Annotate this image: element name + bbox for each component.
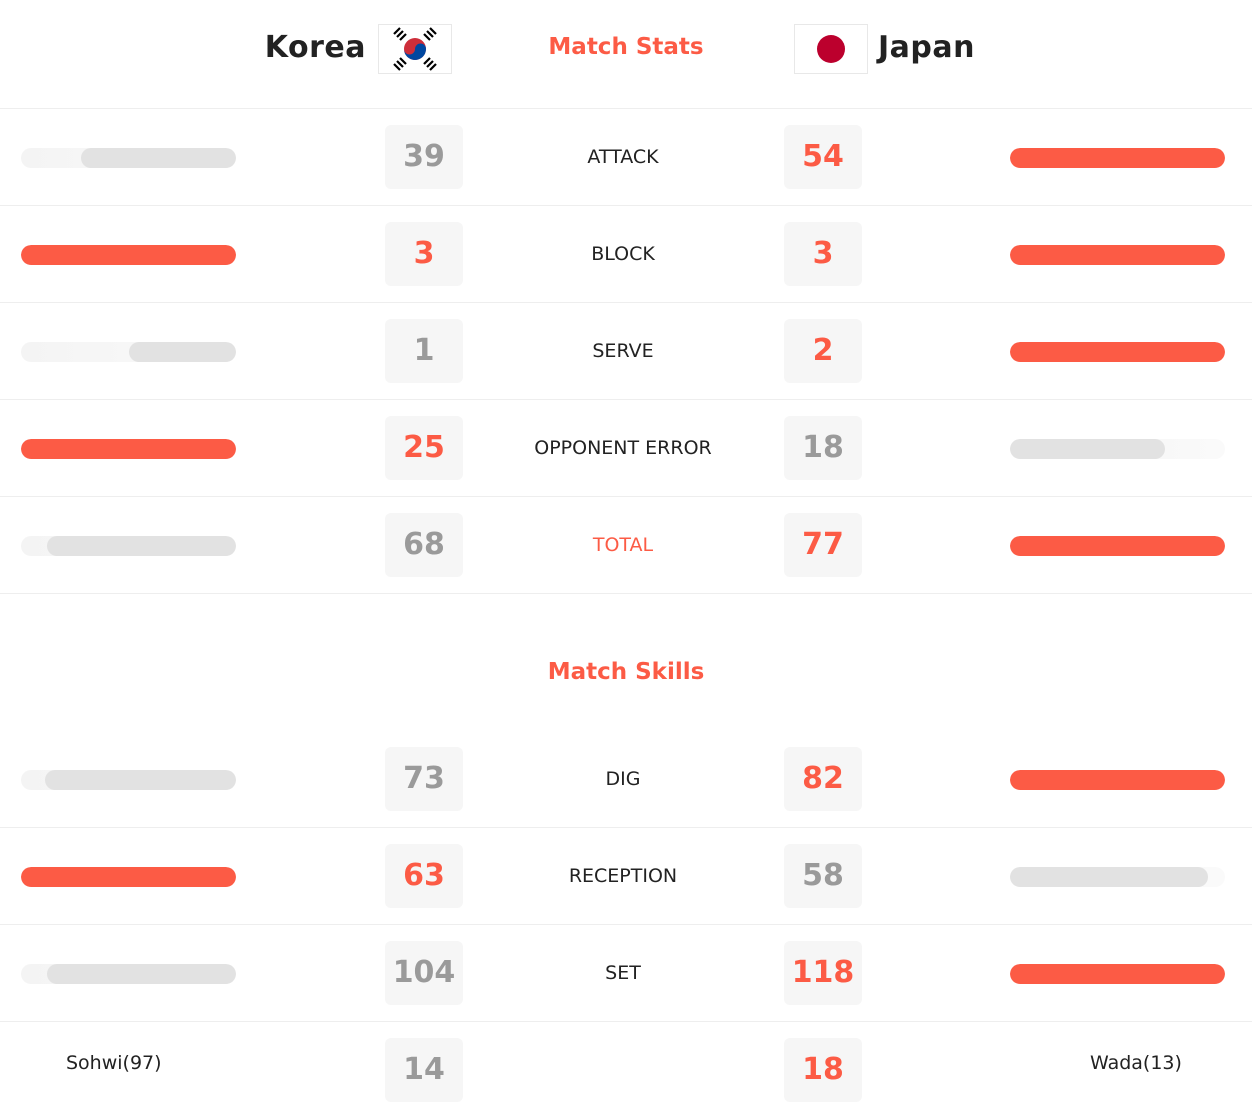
away-stat-bar-fill: [1010, 245, 1225, 265]
away-stat-bar: [1010, 964, 1225, 984]
home-stat-bar-fill: [128, 342, 236, 362]
home-stat-value: 73: [385, 747, 463, 811]
match-stats-rows: 39 ATTACK 54 3 BLOCK 3 1 SERVE 2 25 OPPONENT ERROR…: [0, 109, 1252, 594]
away-team-name: Japan: [878, 30, 975, 65]
stat-label: RECEPTION: [568, 865, 678, 887]
stat-row-total: 68 TOTAL 77: [0, 497, 1252, 594]
away-stat-bar: [1010, 245, 1225, 265]
away-stat-value: 54: [784, 125, 862, 189]
away-stat-bar: [1010, 867, 1225, 887]
stat-row-attack: 39 ATTACK 54: [0, 109, 1252, 206]
away-stat-bar: [1010, 536, 1225, 556]
away-leader-name: Wada(13): [1090, 1052, 1182, 1074]
stat-label: DIG: [605, 768, 641, 790]
home-stat-value: 39: [385, 125, 463, 189]
away-stat-value: 58: [784, 844, 862, 908]
match-skills-title: Match Skills: [547, 659, 705, 685]
away-stat-bar-fill: [1010, 148, 1225, 168]
stat-row-reception: 63 RECEPTION 58: [0, 828, 1252, 925]
away-leader-value: 18: [784, 1038, 862, 1102]
home-stat-bar: [21, 439, 236, 459]
home-stat-bar: [21, 148, 236, 168]
home-stat-bar: [21, 964, 236, 984]
stat-row-block: 3 BLOCK 3: [0, 206, 1252, 303]
away-stat-bar-fill: [1010, 536, 1225, 556]
stat-label: TOTAL: [592, 534, 654, 556]
stat-row-set: 104 SET 118: [0, 925, 1252, 1022]
stat-row-serve: 1 SERVE 2: [0, 303, 1252, 400]
home-stat-value: 63: [385, 844, 463, 908]
away-stat-bar: [1010, 439, 1225, 459]
home-stat-bar: [21, 536, 236, 556]
away-stat-bar-fill: [1010, 964, 1225, 984]
away-stat-value: 3: [784, 222, 862, 286]
home-stat-bar-fill: [44, 770, 236, 790]
away-stat-bar-fill: [1010, 770, 1225, 790]
home-stat-value: 68: [385, 513, 463, 577]
match-stats-title: Match Stats: [548, 34, 704, 60]
stat-label: BLOCK: [591, 243, 655, 265]
away-stat-value: 77: [784, 513, 862, 577]
home-stat-value: 104: [385, 941, 463, 1005]
home-stat-bar: [21, 770, 236, 790]
away-stat-bar-fill: [1010, 342, 1225, 362]
away-stat-value: 82: [784, 747, 862, 811]
away-stat-value: 118: [784, 941, 862, 1005]
home-stat-bar: [21, 245, 236, 265]
home-stat-bar: [21, 867, 236, 887]
away-stat-value: 2: [784, 319, 862, 383]
home-stat-bar: [21, 342, 236, 362]
japan-flag-icon: [794, 24, 868, 74]
home-stat-value: 25: [385, 416, 463, 480]
stat-label: ATTACK: [587, 146, 659, 168]
home-stat-value: 3: [385, 222, 463, 286]
match-skills-rows: 73 DIG 82 63 RECEPTION 58 104 SET 118: [0, 731, 1252, 1022]
away-stat-value: 18: [784, 416, 862, 480]
stat-row-dig: 73 DIG 82: [0, 731, 1252, 828]
home-stat-bar-fill: [21, 245, 236, 265]
stat-label: SET: [605, 962, 641, 984]
match-header: Korea Match Stats Japan: [0, 0, 1252, 109]
home-team-name: Korea: [264, 30, 366, 65]
away-stat-bar: [1010, 342, 1225, 362]
home-leader-value: 14: [385, 1038, 463, 1102]
home-stat-value: 1: [385, 319, 463, 383]
home-stat-bar-fill: [46, 964, 236, 984]
stat-label: OPPONENT ERROR: [534, 437, 712, 459]
away-stat-bar-fill: [1010, 439, 1165, 459]
home-stat-bar-fill: [81, 148, 236, 168]
skill-leaders-row: Sohwi(97) 14 18 Wada(13): [0, 1022, 1252, 1102]
home-leader-name: Sohwi(97): [66, 1052, 162, 1074]
stat-label: SERVE: [592, 340, 654, 362]
home-stat-bar-fill: [21, 867, 236, 887]
home-stat-bar-fill: [21, 439, 236, 459]
home-stat-bar-fill: [46, 536, 236, 556]
away-stat-bar-fill: [1010, 867, 1208, 887]
away-stat-bar: [1010, 770, 1225, 790]
away-stat-bar: [1010, 148, 1225, 168]
south-korea-flag-icon: [378, 24, 452, 74]
stat-row-opponent-error: 25 OPPONENT ERROR 18: [0, 400, 1252, 497]
